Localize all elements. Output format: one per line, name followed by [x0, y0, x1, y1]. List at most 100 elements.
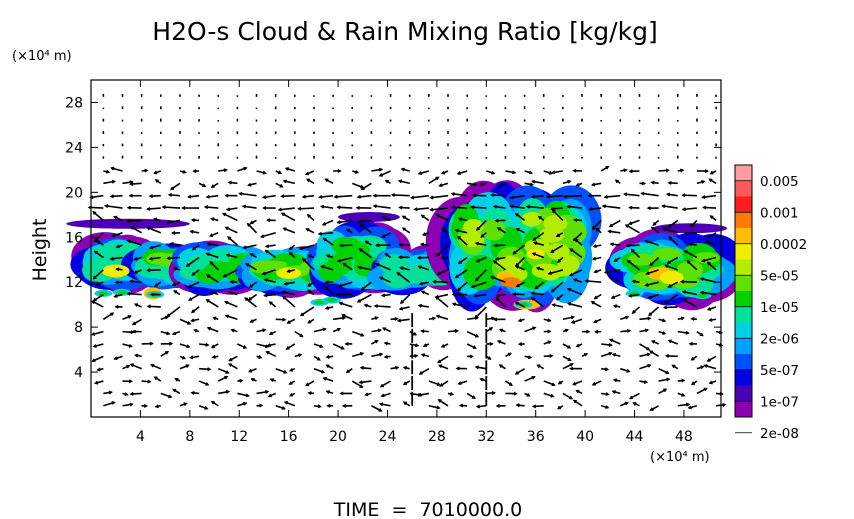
- wind-arrowhead: [205, 274, 210, 278]
- wind-arrowhead: [709, 170, 714, 175]
- wind-vector: [564, 194, 583, 198]
- wind-vector: [247, 223, 258, 234]
- wind-vector: [475, 242, 487, 246]
- wind-arrowhead: [126, 364, 131, 369]
- wind-arrowhead: [412, 331, 418, 336]
- wind-arrowhead: [550, 288, 555, 293]
- wind-vector: [533, 404, 544, 408]
- x-tick-label: 16: [280, 429, 298, 445]
- wind-arrowhead: [263, 278, 268, 283]
- wind-arrowhead: [356, 194, 361, 199]
- wind-arrowhead: [470, 284, 475, 289]
- wind-arrowhead: [605, 165, 610, 170]
- colorbar-label: 0.0002: [760, 237, 807, 253]
- wind-arrowhead: [709, 215, 714, 219]
- wind-arrowhead: [458, 403, 464, 408]
- wind-vector: [237, 402, 247, 407]
- wind-vector: [451, 192, 468, 197]
- wind-arrowhead: [324, 178, 329, 183]
- x-tick-label: 8: [185, 429, 194, 445]
- wind-arrowhead: [320, 264, 325, 269]
- wind-vector: [594, 293, 602, 300]
- wind-vector: [333, 316, 346, 321]
- wind-arrowhead: [644, 239, 649, 244]
- wind-arrowhead: [648, 350, 654, 354]
- wind-vector: [91, 300, 104, 308]
- wind-vector: [278, 207, 295, 211]
- wind-vector: [552, 170, 564, 174]
- wind-arrowhead: [267, 393, 272, 398]
- wind-vector: [589, 207, 602, 210]
- wind-vector: [110, 194, 123, 198]
- wind-vector: [160, 392, 172, 398]
- wind-arrowhead: [440, 228, 446, 232]
- wind-vector: [111, 167, 123, 172]
- wind-arrowhead: [681, 193, 686, 198]
- wind-arrowhead: [592, 244, 597, 249]
- wind-arrowhead: [298, 246, 304, 251]
- wind-vector: [222, 212, 238, 222]
- wind-arrowhead: [384, 252, 389, 257]
- cloud-cell: [463, 219, 484, 235]
- wind-arrowhead: [190, 390, 195, 395]
- wind-vector: [122, 181, 133, 185]
- wind-arrowhead: [262, 328, 267, 333]
- wind-vector: [256, 328, 266, 333]
- wind-vector: [207, 243, 219, 246]
- wind-arrowhead: [399, 300, 404, 305]
- wind-vector: [342, 314, 353, 321]
- wind-arrowhead: [363, 303, 368, 308]
- wind-arrowhead: [354, 170, 360, 174]
- wind-arrowhead: [364, 392, 369, 397]
- wind-vector: [436, 214, 449, 222]
- wind-vector: [94, 380, 104, 385]
- cloud-field: [66, 180, 743, 313]
- wind-arrowhead: [344, 341, 349, 346]
- wind-arrowhead: [572, 278, 578, 282]
- wind-arrowhead: [527, 355, 533, 360]
- wind-arrowhead: [644, 328, 650, 333]
- y-tick-label: 12: [65, 275, 83, 291]
- wind-arrowhead: [531, 375, 536, 380]
- wind-vector: [526, 205, 544, 209]
- wind-vector: [682, 290, 698, 296]
- wind-arrowhead: [630, 248, 635, 253]
- wind-arrowhead: [495, 297, 500, 302]
- wind-vector: [625, 224, 640, 234]
- wind-arrowhead: [610, 295, 615, 299]
- wind-vector: [524, 182, 533, 186]
- wind-arrowhead: [268, 301, 273, 305]
- wind-vector: [707, 306, 717, 311]
- wind-vector: [419, 368, 430, 375]
- wind-arrowhead: [281, 290, 286, 295]
- wind-arrowhead: [374, 316, 379, 320]
- wind-vector: [371, 168, 383, 172]
- wind-arrowhead: [605, 392, 610, 397]
- wind-arrowhead: [378, 276, 384, 281]
- wind-arrowhead: [394, 316, 399, 321]
- wind-arrowhead: [146, 268, 151, 273]
- wind-vector: [191, 318, 200, 322]
- wind-arrowhead: [378, 402, 384, 407]
- wind-vector: [402, 215, 411, 222]
- wind-arrowhead: [681, 207, 686, 212]
- wind-arrowhead: [588, 207, 593, 211]
- wind-vector: [160, 351, 169, 358]
- wind-arrowhead: [550, 249, 555, 253]
- wind-arrowhead: [305, 178, 311, 183]
- wind-arrowhead: [584, 279, 589, 284]
- wind-arrowhead: [706, 261, 711, 266]
- wind-arrowhead: [515, 283, 520, 288]
- y-unit-label: (×10⁴ m): [12, 49, 72, 64]
- wind-arrowhead: [189, 229, 194, 234]
- wind-arrowhead: [550, 170, 556, 175]
- wind-arrowhead: [567, 179, 572, 184]
- wind-arrowhead: [243, 401, 248, 406]
- wind-arrowhead: [649, 262, 654, 267]
- wind-vector: [199, 367, 211, 371]
- wind-vector: [243, 244, 257, 249]
- wind-arrowhead: [243, 166, 248, 171]
- wind-vector: [105, 204, 123, 209]
- wind-arrowhead: [508, 382, 513, 386]
- wind-arrowhead: [357, 219, 363, 224]
